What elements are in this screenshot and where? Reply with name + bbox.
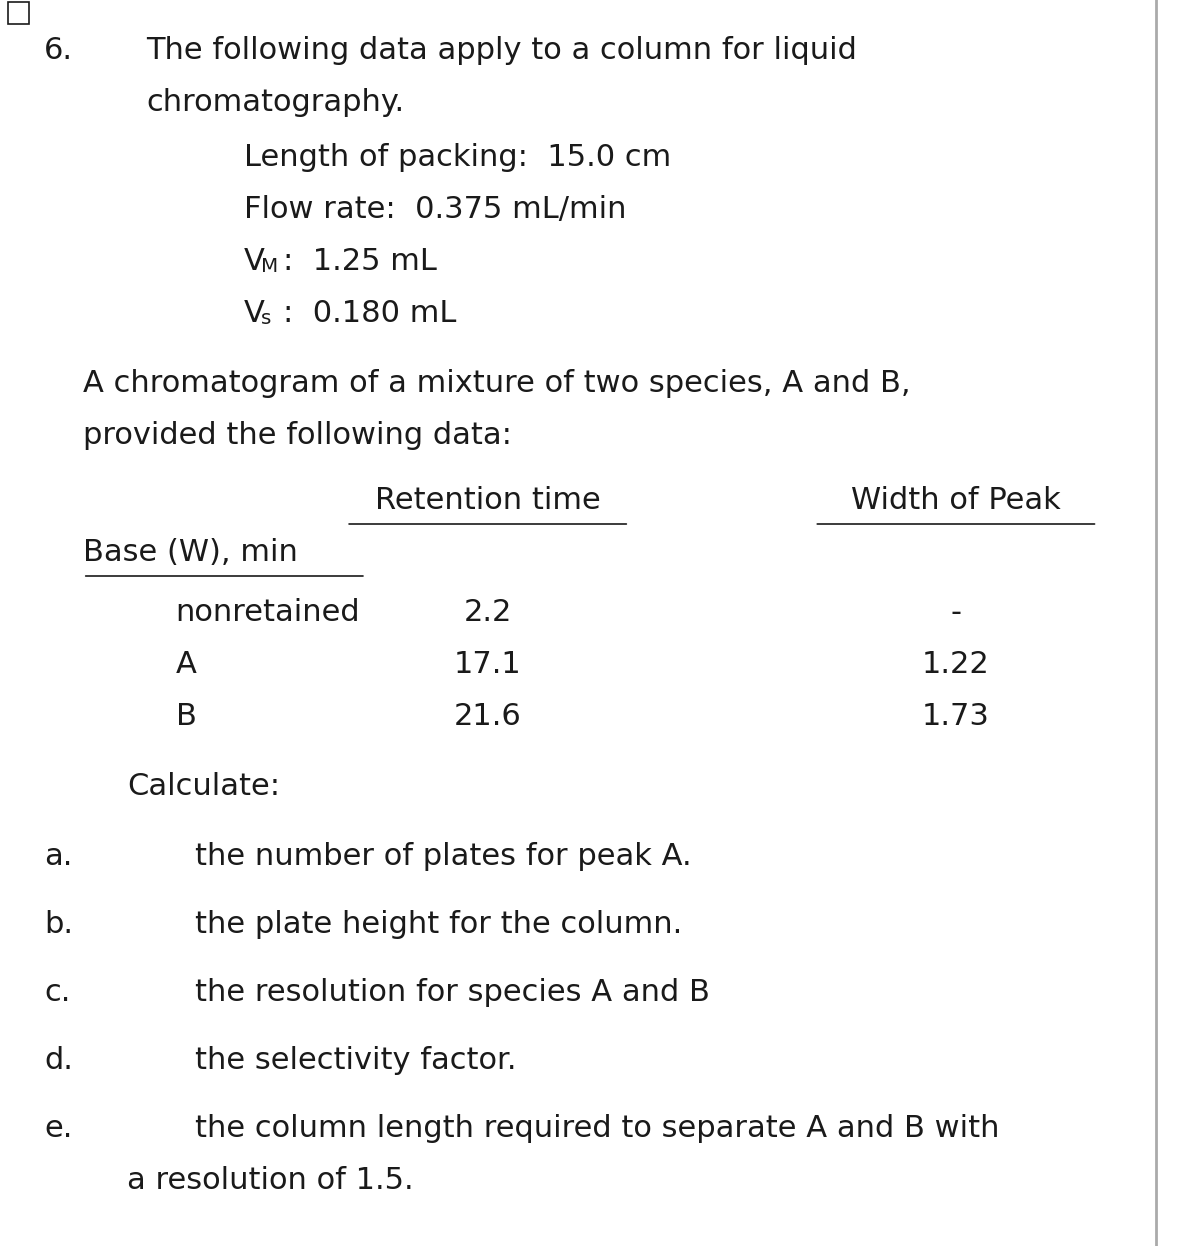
Text: A: A <box>175 650 197 679</box>
Text: the plate height for the column.: the plate height for the column. <box>196 910 683 939</box>
Text: V: V <box>244 299 265 328</box>
Text: e.: e. <box>44 1114 72 1143</box>
Text: Flow rate:  0.375 mL/min: Flow rate: 0.375 mL/min <box>244 196 626 224</box>
Text: V: V <box>244 247 265 277</box>
Text: provided the following data:: provided the following data: <box>83 421 511 450</box>
Text: Base (W), min: Base (W), min <box>83 538 298 567</box>
Text: 6.: 6. <box>44 36 73 65</box>
Text: 2.2: 2.2 <box>463 598 512 627</box>
Text: Calculate:: Calculate: <box>127 773 280 801</box>
Text: A chromatogram of a mixture of two species, A and B,: A chromatogram of a mixture of two speci… <box>83 369 911 397</box>
Text: Retention time: Retention time <box>374 486 600 515</box>
Text: B: B <box>175 701 197 731</box>
Text: 21.6: 21.6 <box>454 701 522 731</box>
Text: c.: c. <box>44 978 71 1007</box>
Text: Width of Peak: Width of Peak <box>851 486 1061 515</box>
Text: :  1.25 mL: : 1.25 mL <box>283 247 437 277</box>
Text: -: - <box>950 598 961 627</box>
Text: Length of packing:  15.0 cm: Length of packing: 15.0 cm <box>244 143 671 172</box>
Text: 17.1: 17.1 <box>454 650 522 679</box>
Text: the selectivity factor.: the selectivity factor. <box>196 1045 516 1075</box>
Text: the number of plates for peak A.: the number of plates for peak A. <box>196 842 691 871</box>
Text: the column length required to separate A and B with: the column length required to separate A… <box>196 1114 1000 1143</box>
Text: s: s <box>262 309 271 328</box>
Text: b.: b. <box>44 910 73 939</box>
Text: chromatography.: chromatography. <box>146 88 404 117</box>
Text: nonretained: nonretained <box>175 598 360 627</box>
Text: :  0.180 mL: : 0.180 mL <box>283 299 456 328</box>
Text: 1.22: 1.22 <box>922 650 990 679</box>
Text: M: M <box>262 257 278 277</box>
Text: d.: d. <box>44 1045 73 1075</box>
Text: a.: a. <box>44 842 72 871</box>
Text: the resolution for species A and B: the resolution for species A and B <box>196 978 710 1007</box>
Text: a resolution of 1.5.: a resolution of 1.5. <box>127 1166 414 1195</box>
Text: The following data apply to a column for liquid: The following data apply to a column for… <box>146 36 857 65</box>
Text: 1.73: 1.73 <box>922 701 990 731</box>
